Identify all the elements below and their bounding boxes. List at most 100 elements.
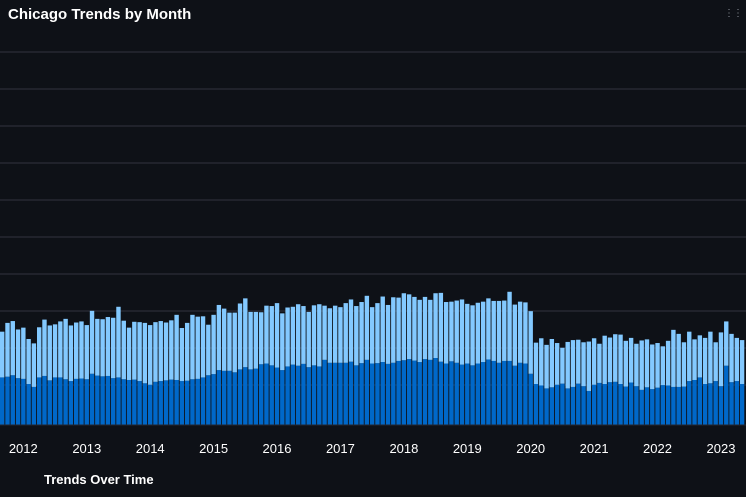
bar-segment-lower [702,384,708,425]
bar-segment-upper [708,331,713,384]
bar-segment-lower [401,360,407,425]
bar-segment-lower [375,363,380,425]
bar-segment-lower [486,359,491,425]
bar-segment-upper [713,342,718,382]
bar-segment-upper [443,302,449,364]
bar-segment-lower [153,381,158,425]
bar-segment-upper [147,325,153,385]
bar-segment-lower [190,379,195,425]
bar-segment-lower [422,359,428,425]
bar-segment-upper [507,291,512,361]
bar-segment-upper [269,306,274,366]
bar-segment-upper [322,305,327,360]
bar-segment-upper [734,337,740,382]
bar-segment-upper [369,307,375,364]
bar-segment-lower [348,361,354,425]
bar-segment-upper [137,322,142,382]
bar-segment-upper [491,300,496,361]
bar-segment-upper [523,302,528,364]
bar-segment-lower [560,383,565,425]
bar-segment-upper [285,307,290,367]
bar-segment-lower [496,362,502,425]
x-tick-label: 2013 [72,441,101,456]
bar-segment-upper [248,311,253,370]
bar-segment-lower [724,365,729,425]
bar-segment-upper [184,322,190,381]
bar-segment-upper [338,307,343,363]
bar-segment-upper [306,311,311,368]
bar-segment-upper [15,329,21,379]
bar-segment-upper [243,298,248,368]
bar-segment-lower [639,389,644,425]
x-axis-title: Trends Over Time [44,472,154,487]
bar-segment-upper [58,321,63,378]
bar-segment-lower [21,378,26,425]
bar-segment-lower [570,386,576,425]
bar-segment-upper [729,333,734,383]
bar-segment-lower [126,379,132,425]
bar-segment-lower [169,379,174,425]
bar-segment-lower [84,379,89,425]
bar-segment-upper [179,328,185,382]
bar-segment-upper [42,319,47,376]
bar-segment-lower [47,380,52,425]
bar-segment-lower [31,386,37,425]
bar-segment-lower [280,370,285,425]
x-tick-label: 2023 [707,441,736,456]
bar-segment-upper [84,325,89,380]
bar-segment-lower [655,387,660,425]
bar-segment-upper [364,295,370,360]
bar-segment-lower [216,370,222,425]
bar-segment-upper [216,304,222,371]
bar-segment-upper [31,343,37,387]
bar-segment-upper [739,340,745,385]
x-tick-label: 2014 [136,441,165,456]
bar-segment-lower [502,360,507,425]
bar-segment-lower [607,382,613,425]
bar-segment-upper [63,318,68,380]
bar-segment-upper [512,304,518,366]
bar-segment-lower [343,362,348,425]
bar-segment-upper [502,300,507,361]
bar-segment-lower [227,370,232,425]
bar-segment-lower [406,359,412,425]
bar-segment-upper [650,344,655,390]
bar-segment-upper [554,343,560,385]
bar-segment-upper [195,316,200,379]
bar-segment-lower [576,383,581,425]
bar-segment-lower [734,381,740,425]
bar-segment-upper [644,339,650,388]
bar-segment-lower [285,366,290,425]
bar-segment-lower [597,382,602,425]
bar-segment-upper [327,308,333,363]
bar-segment-lower [739,384,745,425]
bar-segment-lower [713,381,718,425]
bar-segment-upper [221,308,227,371]
bar-segment-lower [89,373,95,425]
bar-segment-lower [58,377,63,425]
bar-segment-lower [269,365,274,425]
bar-segment-lower [470,365,475,425]
x-tick-label: 2016 [263,441,292,456]
more-options-icon[interactable]: ⋮⋮ [724,8,743,19]
bar-segment-upper [655,343,660,388]
bar-segment-lower [623,386,629,425]
bar-segment-lower [517,362,523,425]
bar-segment-lower [63,379,68,425]
bar-segment-lower [718,386,724,425]
bar-segment-upper [528,311,533,374]
bar-segment-lower [618,384,623,425]
bar-segment-lower [301,363,306,425]
bar-segment-upper [687,331,692,382]
bar-segment-upper [634,343,639,387]
bar-segment-lower [681,386,687,425]
bar-segment-upper [671,329,676,387]
bar-segment-upper [375,303,380,364]
bar-segment-lower [412,360,417,425]
bar-segment-lower [613,381,618,425]
bar-segment-lower [459,364,465,425]
bar-segment-lower [396,360,401,425]
bar-segment-lower [507,360,512,425]
bar-segment-upper [190,314,195,380]
bar-segment-upper [317,304,322,367]
